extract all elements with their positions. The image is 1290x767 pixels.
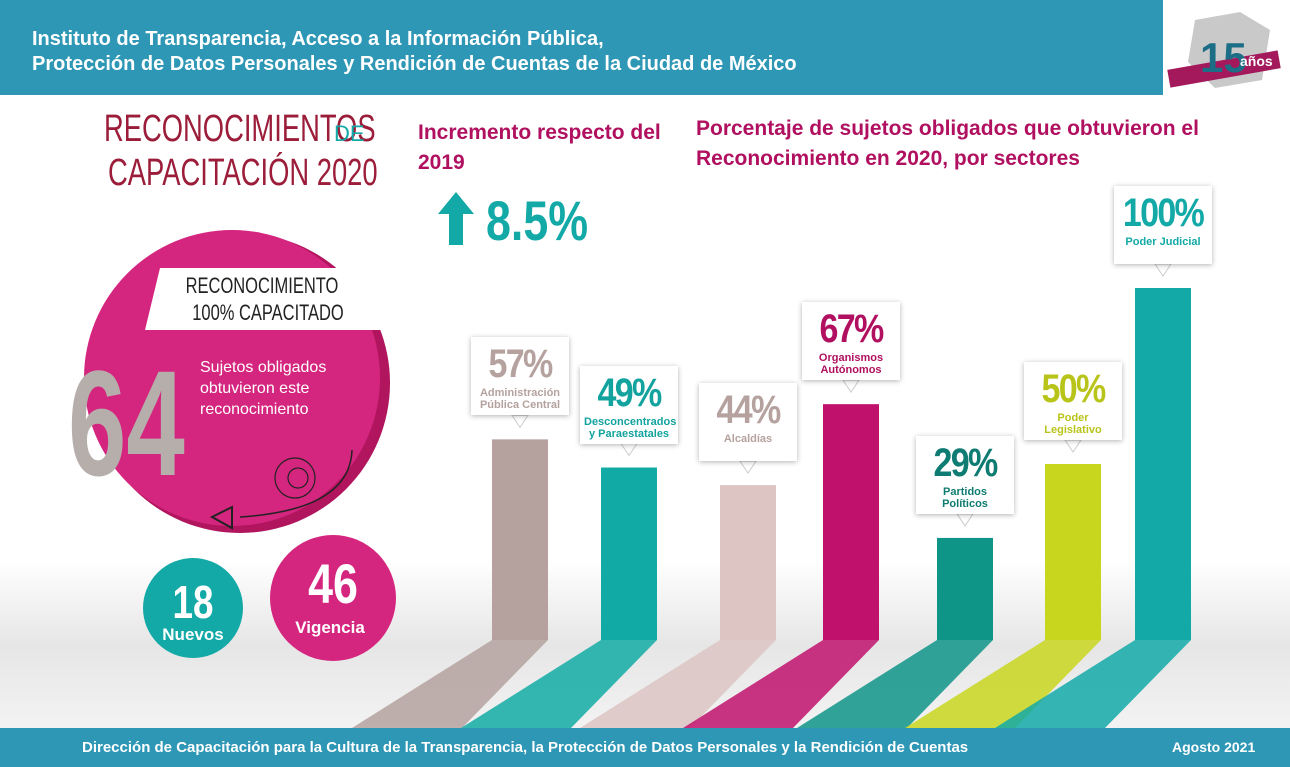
- card-pointer: [1154, 263, 1172, 277]
- bar-base: [683, 640, 879, 728]
- banner-text: 100% CAPACITADO: [192, 301, 344, 326]
- bar: [601, 467, 657, 640]
- left-title: RECONOCIMIENTOS: [104, 108, 376, 150]
- value-label: 44%: [716, 388, 782, 433]
- category-label: Organismos Autónomos: [818, 352, 884, 377]
- card-pointer: [739, 460, 757, 475]
- value-label: 57%: [488, 342, 554, 387]
- category-label: Desconcentrados y Paraestatales: [584, 415, 677, 440]
- new-count: 18: [173, 576, 214, 628]
- card-pointer: [1064, 439, 1082, 453]
- new-label: Nuevos: [162, 625, 223, 644]
- bar-base: [580, 640, 776, 728]
- header-line: Protección de Datos Personales y Rendici…: [32, 53, 797, 75]
- valid-circle: [270, 535, 396, 661]
- footer-date: Agosto 2021: [1172, 739, 1255, 755]
- header-bar: [0, 0, 1290, 95]
- logo-ribbon: [1167, 50, 1281, 88]
- total-text: Sujetos obligados obtuvieron este recono…: [200, 359, 327, 418]
- logo-number: 15: [1200, 34, 1247, 81]
- banner: [145, 268, 385, 330]
- arrow-head: [209, 505, 233, 530]
- value-label: 29%: [933, 440, 999, 485]
- chart-title: Porcentaje de sujetos obligados que obtu…: [696, 117, 1199, 170]
- left-title-de: DE: [334, 121, 365, 146]
- bar-base: [797, 640, 993, 728]
- label-card: 50% Poder Legislativo: [1024, 362, 1122, 440]
- label-card: 44% Alcaldías: [699, 383, 797, 462]
- swirl: [287, 467, 309, 489]
- bar: [937, 537, 993, 640]
- header-line: Instituto de Transparencia, Acceso a la …: [32, 28, 604, 50]
- footer-text: Dirección de Capacitación para la Cultur…: [82, 739, 968, 756]
- bar: [492, 439, 548, 640]
- new-circle: [143, 558, 243, 658]
- increase-title: Incremento respecto del 2019: [418, 121, 661, 174]
- category-label: Alcaldías: [723, 433, 773, 446]
- category-label: Poder Judicial: [1125, 236, 1201, 248]
- total-number: 64: [68, 341, 185, 508]
- value-label: 67%: [819, 307, 885, 352]
- logo-word: años: [1240, 53, 1273, 69]
- bar-base: [905, 640, 1101, 728]
- category-label: Administración Pública Central: [479, 387, 561, 412]
- card-pointer: [620, 443, 638, 457]
- bar: [1135, 288, 1191, 640]
- category-label: Poder Legislativo: [1044, 412, 1102, 436]
- category-label: Partidos Políticos: [942, 485, 988, 510]
- swirl: [274, 457, 316, 499]
- label-card: 29% Partidos Políticos: [916, 435, 1014, 514]
- value-label: 50%: [1041, 367, 1107, 411]
- label-card: 49% Desconcentrados y Paraestatales: [580, 365, 678, 444]
- value-label: 100%: [1122, 191, 1205, 235]
- increase-value: 8.5%: [486, 189, 588, 252]
- up-arrow: [438, 192, 474, 245]
- card-pointer: [511, 414, 529, 429]
- label-card: 67% Organismos Autónomos: [802, 302, 900, 381]
- bar-base: [352, 640, 548, 728]
- valid-label: Vigencia: [295, 618, 365, 637]
- card-pointer: [956, 513, 974, 527]
- value-label: 49%: [597, 370, 663, 415]
- banner-text: RECONOCIMIENTO: [186, 274, 339, 299]
- label-card: 57% Administración Pública Central: [471, 337, 569, 416]
- curve-arrow: [239, 449, 353, 518]
- bar: [1045, 464, 1101, 640]
- footer-bar: [0, 728, 1290, 767]
- card-pointer: [842, 379, 860, 394]
- bar: [720, 485, 776, 640]
- bar: [823, 404, 879, 640]
- bar-base: [995, 640, 1191, 728]
- left-title: CAPACITACIÓN 2020: [108, 151, 378, 195]
- bar-base: [461, 640, 657, 728]
- valid-count: 46: [308, 552, 358, 615]
- label-card: 100% Poder Judicial: [1114, 186, 1212, 264]
